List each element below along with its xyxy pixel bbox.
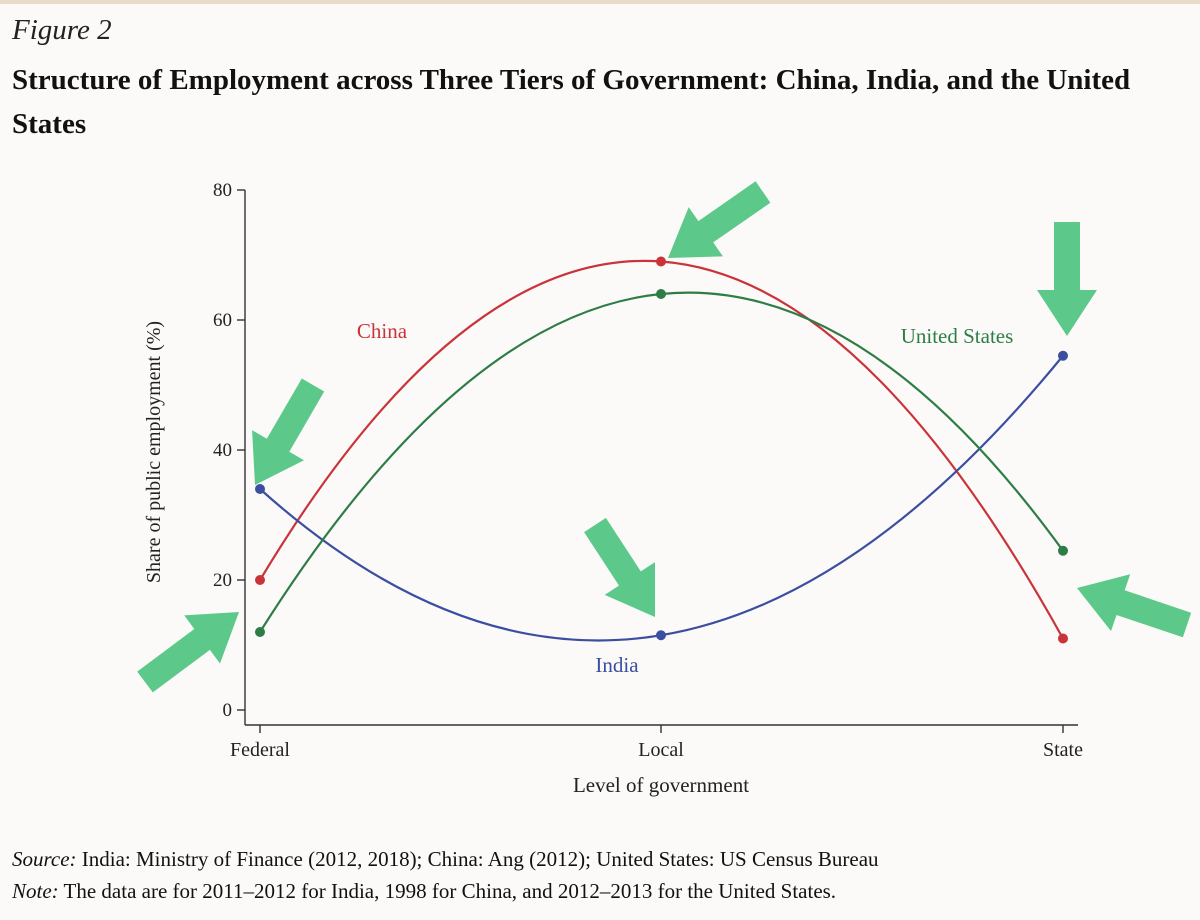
- y-tick-label: 20: [213, 570, 232, 591]
- source-text: India: Ministry of Finance (2012, 2018);…: [76, 847, 879, 871]
- figure-label: Figure 2: [12, 14, 112, 46]
- annotation-arrow-icon: [252, 378, 325, 485]
- annotation-arrow-icon: [137, 612, 239, 693]
- y-tick-label: 40: [213, 440, 232, 461]
- y-axis-title: Share of public employment (%): [143, 321, 165, 583]
- note-text: The data are for 2011–2012 for India, 19…: [58, 879, 837, 903]
- note-line: Note: The data are for 2011–2012 for Ind…: [12, 875, 1200, 907]
- figure-notes: Source: India: Ministry of Finance (2012…: [12, 843, 1200, 907]
- data-point-china: [1058, 633, 1068, 644]
- series-label-china: China: [357, 319, 408, 343]
- data-point-united-states: [1058, 545, 1068, 556]
- data-point-china: [255, 575, 265, 585]
- x-tick-label: Federal: [230, 739, 290, 761]
- annotation-arrow-icon: [668, 181, 771, 258]
- y-tick-label: 0: [223, 700, 233, 721]
- series-line-india: [259, 355, 1064, 642]
- annotation-arrow-icon: [1077, 574, 1192, 638]
- top-rule: [0, 0, 1200, 4]
- y-tick-label: 80: [213, 180, 232, 201]
- x-tick-label: Local: [638, 739, 684, 761]
- data-point-india: [255, 484, 265, 494]
- series-line-china: [259, 259, 1064, 640]
- series-label-united-states: United States: [901, 324, 1014, 348]
- data-point-united-states: [255, 627, 265, 637]
- data-point-united-states: [656, 289, 666, 299]
- series-label-india: India: [595, 653, 639, 677]
- x-axis-title: Level of government: [573, 773, 749, 797]
- y-tick-label: 60: [213, 310, 232, 331]
- annotation-arrow-icon: [1037, 222, 1097, 336]
- data-point-india: [656, 630, 666, 641]
- annotation-arrow-icon: [584, 517, 655, 617]
- figure-title: Structure of Employment across Three Tie…: [12, 64, 1131, 140]
- x-tick-label: State: [1043, 739, 1083, 761]
- source-label: Source:: [12, 847, 77, 871]
- data-point-india: [1058, 350, 1068, 361]
- note-label: Note:: [12, 879, 59, 903]
- source-line: Source: India: Ministry of Finance (2012…: [12, 843, 1200, 875]
- data-point-china: [656, 256, 666, 267]
